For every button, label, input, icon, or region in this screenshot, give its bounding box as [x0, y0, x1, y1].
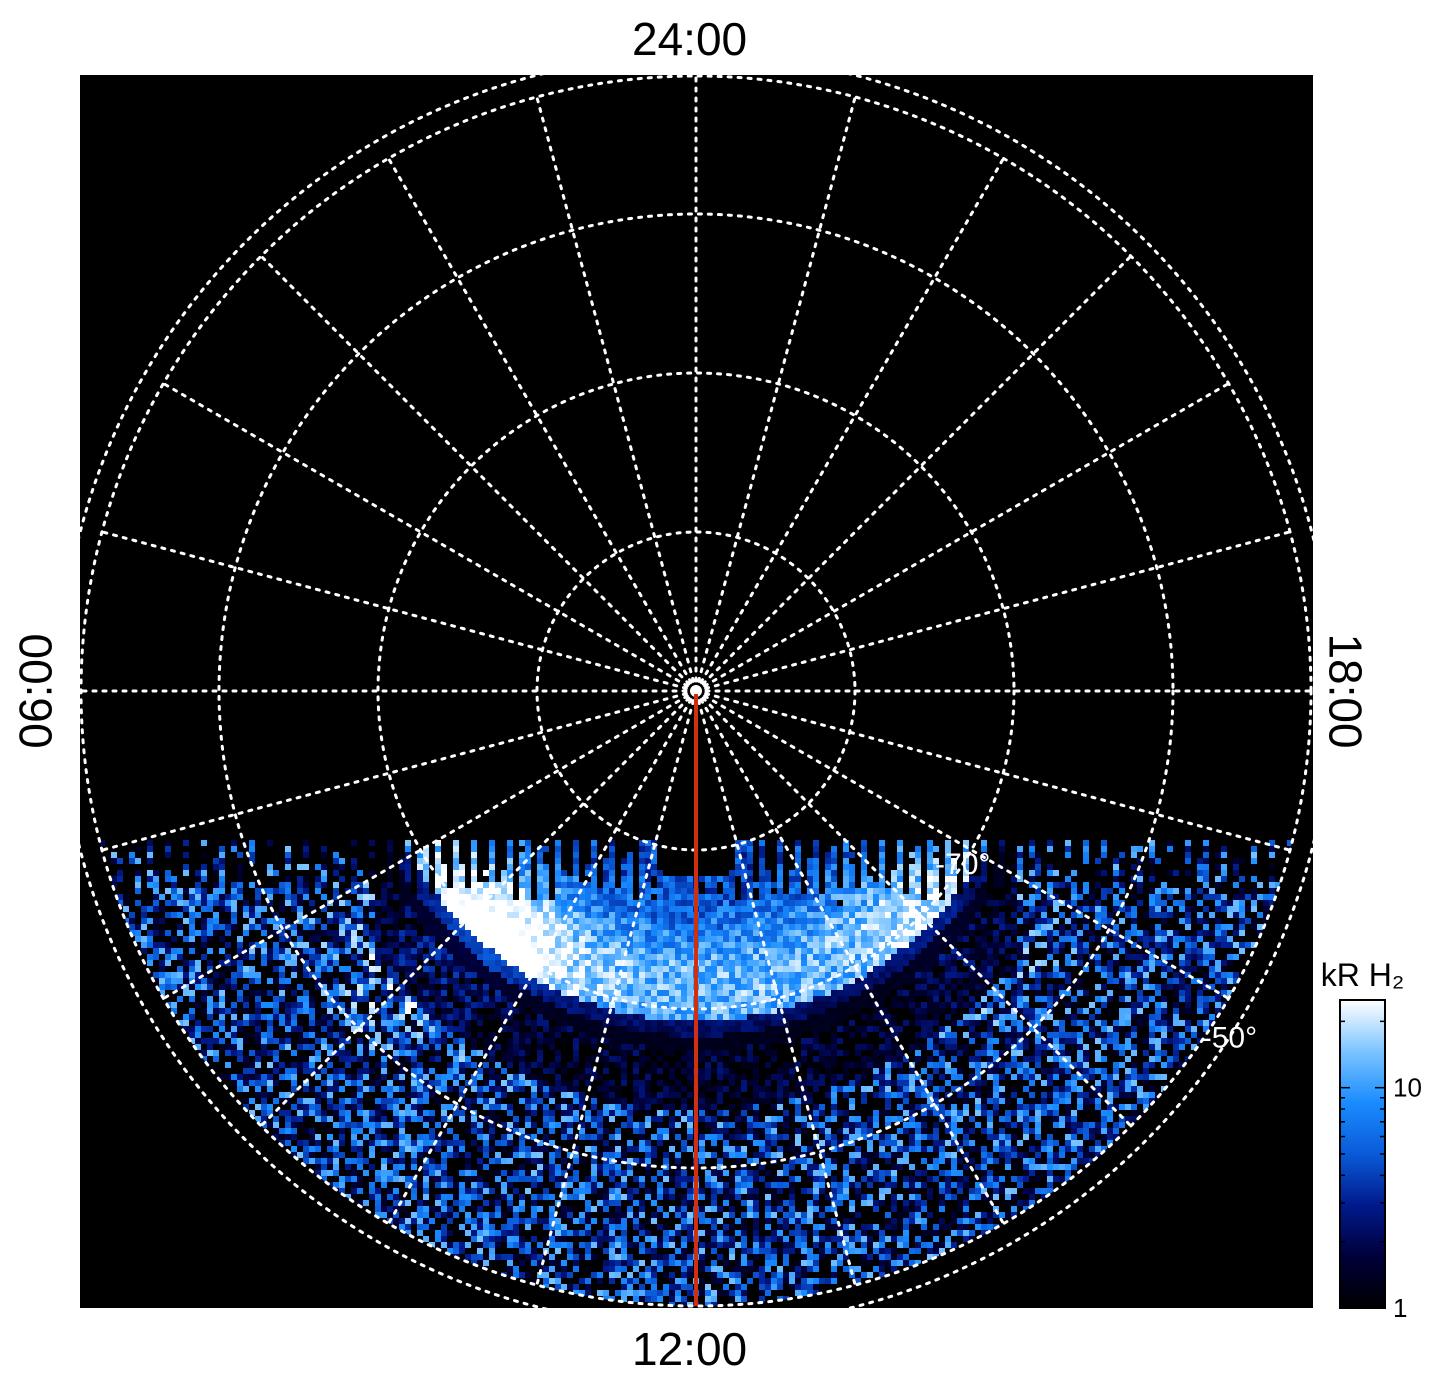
local-time-label-right: 18:00 [1323, 633, 1369, 748]
local-time-label-left: 06:00 [13, 633, 59, 748]
local-time-label-bottom: 12:00 [632, 1326, 747, 1372]
latitude-label: -70° [935, 848, 990, 881]
colorbar: 10 1 kR H₂ [1321, 957, 1422, 1323]
colorbar-title: kR H₂ [1321, 957, 1405, 993]
colorbar-tick-label: 1 [1393, 1293, 1407, 1323]
latitude-label: -50° [1202, 1021, 1257, 1054]
colorbar-tick-label: 10 [1393, 1073, 1422, 1103]
colorbar-gradient [1340, 1000, 1385, 1308]
local-time-label-top: 24:00 [632, 16, 747, 62]
